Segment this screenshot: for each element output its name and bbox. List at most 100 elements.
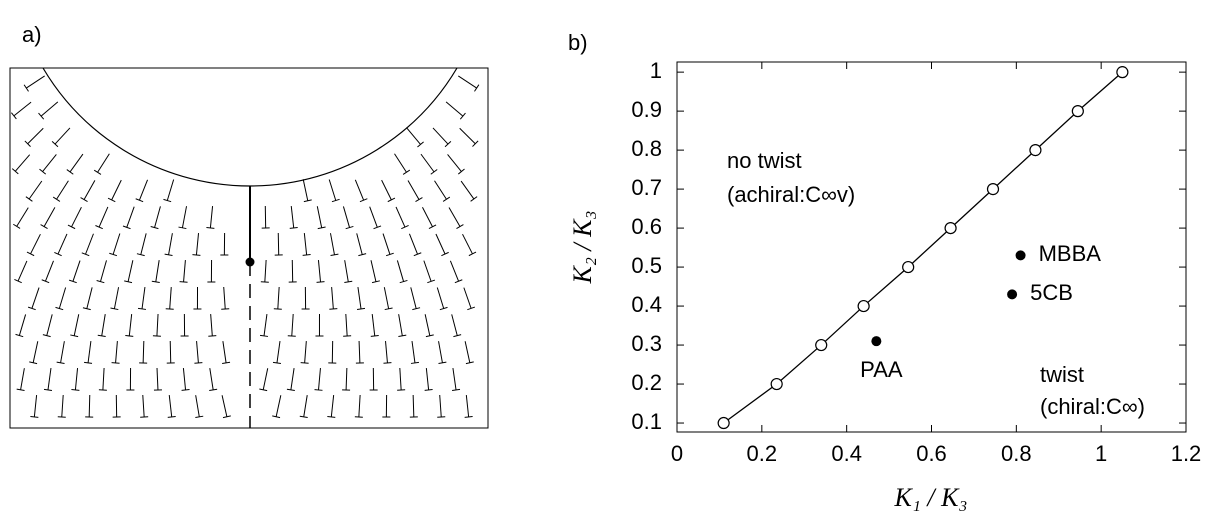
director	[20, 368, 25, 390]
director-cap	[437, 416, 446, 418]
director	[408, 233, 418, 255]
director-cap	[137, 307, 147, 310]
y-tick-label: 0.7	[631, 175, 662, 200]
director	[169, 340, 172, 364]
director-cap	[316, 281, 325, 283]
director	[398, 314, 403, 336]
director-cap	[221, 308, 230, 310]
director-cap	[124, 280, 133, 284]
director	[142, 394, 145, 418]
director	[328, 179, 337, 201]
annotation: (achiral:C∞v)	[727, 182, 855, 207]
director	[71, 206, 82, 228]
panel-label: a)	[22, 22, 42, 47]
director-cap	[54, 251, 62, 257]
director-cap	[345, 225, 354, 230]
director	[222, 341, 227, 363]
director-cap	[95, 225, 103, 230]
open-marker	[902, 260, 915, 274]
director-cap	[459, 112, 466, 120]
director-cap	[96, 280, 105, 284]
annotation: no twist	[727, 148, 802, 173]
director-cap	[327, 416, 336, 418]
director	[410, 287, 417, 309]
director	[32, 341, 39, 363]
director	[394, 153, 407, 173]
director-cap	[415, 197, 423, 202]
director-cap	[401, 224, 409, 230]
y-tick-label: 0.6	[631, 214, 662, 239]
open-marker	[1029, 144, 1042, 157]
director	[357, 287, 362, 309]
director-cap	[222, 361, 231, 364]
y-axis-label: K₂ / K₃	[568, 211, 597, 285]
open-marker	[717, 416, 730, 430]
director-cap	[430, 169, 438, 175]
director-cap	[38, 112, 45, 120]
annotation: twist	[1040, 362, 1084, 387]
director	[275, 395, 282, 417]
director	[60, 341, 65, 363]
director-cap	[57, 416, 66, 418]
open-marker	[986, 183, 1000, 196]
director-cap	[67, 224, 76, 230]
director	[460, 180, 475, 200]
director-cap	[165, 308, 174, 310]
director-cap	[192, 254, 201, 256]
director-cap	[56, 361, 65, 365]
material-point	[871, 336, 882, 347]
director-cap	[68, 279, 77, 284]
director	[345, 367, 348, 391]
director-cap	[125, 335, 134, 337]
fit-line	[723, 71, 1123, 424]
open-marker	[1071, 105, 1084, 118]
director	[74, 368, 79, 390]
director-cap	[470, 196, 478, 202]
director	[33, 395, 38, 417]
director	[302, 179, 309, 201]
director	[304, 340, 307, 364]
director-cap	[40, 224, 48, 229]
panel-label: b)	[568, 30, 588, 55]
director	[424, 314, 431, 336]
director	[290, 206, 295, 228]
director	[406, 127, 421, 145]
director	[18, 314, 27, 336]
director-cap	[464, 416, 473, 418]
director	[58, 287, 67, 309]
director	[156, 313, 159, 337]
director	[101, 314, 106, 336]
director-cap	[441, 251, 449, 257]
director	[432, 127, 449, 145]
director-cap	[80, 197, 88, 202]
director-cap	[10, 112, 17, 120]
director-cap	[71, 389, 80, 391]
director-cap	[222, 415, 231, 419]
director-cap	[387, 197, 396, 203]
director	[42, 154, 57, 172]
director	[126, 206, 135, 228]
director	[113, 287, 120, 309]
director	[345, 313, 348, 337]
director-cap	[122, 225, 131, 230]
director-cap	[474, 84, 480, 92]
director	[438, 341, 443, 363]
director	[168, 395, 173, 417]
director	[395, 206, 406, 228]
director	[420, 153, 435, 173]
director	[434, 180, 447, 200]
director-cap	[55, 306, 64, 311]
director-cap	[302, 254, 311, 256]
director	[465, 395, 470, 417]
director-cap	[371, 280, 380, 284]
director	[291, 313, 294, 337]
defect-point	[245, 257, 255, 267]
director	[371, 314, 376, 336]
director	[356, 233, 363, 255]
point-label: MBBA	[1039, 241, 1102, 266]
y-tick-label: 0.2	[631, 370, 662, 395]
director-field	[9, 67, 489, 429]
director	[463, 287, 472, 309]
director	[102, 367, 105, 391]
director-cap	[97, 334, 106, 337]
